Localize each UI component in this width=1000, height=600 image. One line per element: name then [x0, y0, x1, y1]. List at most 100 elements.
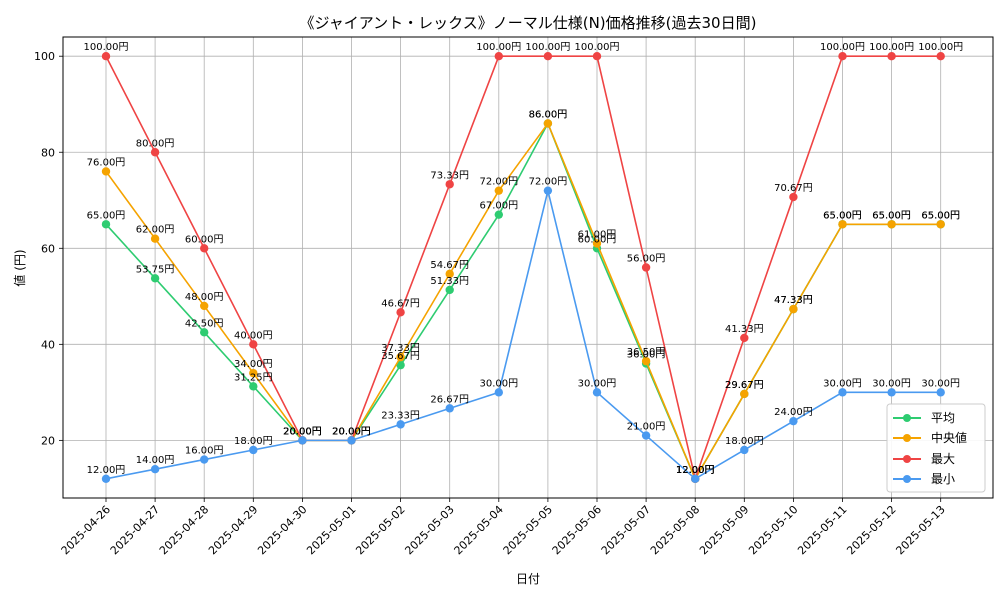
- legend-label-max: 最大: [931, 452, 955, 466]
- data-label-max: 100.00円: [820, 42, 865, 53]
- data-point-average: [445, 285, 454, 295]
- data-label-median: 12.00円: [676, 465, 715, 476]
- data-label-median: 48.00円: [185, 292, 224, 303]
- data-label-min: 30.00円: [578, 378, 617, 389]
- data-point-min: [200, 455, 209, 464]
- data-point-median: [936, 220, 945, 229]
- data-label-median: 20.00円: [332, 426, 371, 437]
- data-label-median: 86.00円: [529, 109, 568, 120]
- data-label-average: 65.00円: [87, 210, 126, 221]
- data-point-min: [445, 404, 454, 413]
- data-point-median: [101, 167, 111, 176]
- data-label-max: 100.00円: [84, 42, 129, 53]
- legend-item-median: 中央値: [893, 430, 967, 445]
- y-tick-label: 40: [41, 338, 55, 351]
- data-label-min: 30.00円: [823, 378, 862, 389]
- data-label-median: 34.00円: [234, 359, 273, 370]
- data-label-max: 40.00円: [234, 330, 273, 341]
- data-point-max: [789, 192, 798, 202]
- data-label-max: 100.00円: [525, 42, 570, 53]
- data-label-max: 80.00円: [136, 138, 175, 149]
- data-point-min: [347, 436, 356, 445]
- data-point-min: [838, 388, 847, 397]
- data-label-average: 51.33円: [430, 276, 469, 287]
- legend-label-min: 最小: [931, 472, 955, 486]
- data-point-median: [150, 234, 160, 243]
- data-point-median: [592, 239, 602, 248]
- data-point-min: [691, 474, 700, 483]
- data-label-median: 54.67円: [430, 260, 469, 271]
- data-label-median: 65.00円: [872, 210, 911, 221]
- data-point-min: [936, 388, 945, 397]
- data-label-max: 12.00円: [676, 465, 715, 476]
- data-point-average: [396, 360, 405, 370]
- data-label-max: 20.00円: [283, 426, 322, 437]
- data-label-median: 29.67円: [725, 380, 764, 391]
- data-point-median: [789, 304, 798, 314]
- data-label-min: 30.00円: [479, 378, 518, 389]
- data-label-min: 18.00円: [234, 436, 273, 447]
- data-label-max: 100.00円: [918, 42, 963, 53]
- data-point-median: [543, 119, 553, 128]
- data-point-min: [740, 445, 749, 455]
- data-point-min: [494, 388, 503, 397]
- y-tick-label: 80: [41, 146, 55, 159]
- data-label-median: 37.33円: [381, 343, 420, 354]
- data-label-max: 60.00円: [185, 234, 224, 245]
- data-label-average: 12.00円: [676, 465, 715, 476]
- data-label-median: 65.00円: [823, 210, 862, 221]
- y-tick-label: 20: [41, 434, 55, 447]
- data-point-average: [150, 274, 160, 283]
- data-point-average: [200, 328, 209, 337]
- data-label-median: 62.00円: [136, 225, 175, 236]
- legend-marker-average: [903, 414, 911, 422]
- data-label-min: 14.00円: [136, 455, 175, 466]
- data-label-max: 70.67円: [774, 183, 813, 194]
- data-label-max: 100.00円: [869, 42, 914, 53]
- data-point-max: [838, 52, 847, 61]
- plot-frame: [62, 36, 994, 499]
- data-point-median: [887, 220, 896, 229]
- data-point-max: [543, 52, 553, 61]
- data-point-min: [789, 416, 798, 426]
- data-point-average: [249, 382, 258, 391]
- data-label-median: 65.00円: [921, 210, 960, 221]
- data-label-max: 73.33円: [430, 170, 469, 181]
- data-point-max: [936, 52, 945, 61]
- data-point-median: [396, 352, 405, 362]
- data-point-max: [445, 180, 454, 189]
- legend-item-min: 最小: [893, 472, 955, 486]
- chart-title: 《ジャイアント・レックス》ノーマル仕様(N)価格推移(過去30日間): [300, 14, 757, 32]
- data-point-min: [298, 436, 307, 445]
- x-axis-label: 日付: [516, 572, 540, 586]
- data-label-min: 26.67円: [430, 394, 469, 405]
- data-point-min: [150, 464, 160, 474]
- data-point-max: [249, 340, 258, 349]
- data-label-min: 72.00円: [529, 177, 568, 188]
- data-label-min: 20.00円: [332, 426, 371, 437]
- data-label-median: 76.00円: [87, 157, 126, 168]
- series-line-median: [105, 121, 941, 481]
- legend-box: [886, 403, 986, 493]
- data-label-median: 20.00円: [283, 426, 322, 437]
- data-label-min: 12.00円: [676, 465, 715, 476]
- legend-item-max: 最大: [893, 452, 955, 466]
- data-label-min: 12.00円: [87, 465, 126, 476]
- data-point-max: [740, 333, 749, 343]
- data-point-max: [150, 148, 160, 157]
- legend-label-average: 平均: [931, 411, 955, 425]
- data-point-max: [887, 52, 896, 61]
- data-label-average: 20.00円: [283, 426, 322, 437]
- data-label-min: 24.00円: [774, 407, 813, 418]
- legend-marker-min: [903, 475, 911, 483]
- data-point-median: [740, 389, 749, 399]
- data-label-average: 53.75円: [136, 264, 175, 275]
- y-axis-label: 値 (円): [12, 249, 27, 286]
- data-point-median: [200, 301, 209, 311]
- data-point-max: [200, 244, 209, 253]
- data-point-min: [101, 474, 111, 483]
- data-label-average: 42.50円: [185, 318, 224, 329]
- data-label-median: 36.50円: [627, 347, 666, 358]
- series-line-max: [105, 55, 941, 482]
